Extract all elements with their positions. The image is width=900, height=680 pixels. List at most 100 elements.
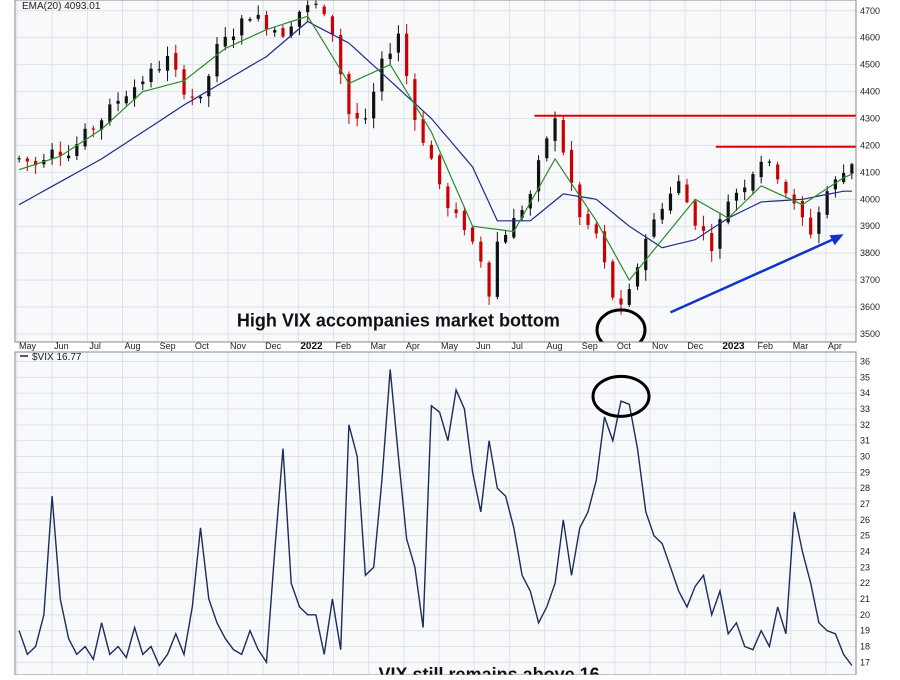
price-candle: [421, 119, 425, 143]
price-candle: [792, 194, 796, 204]
vix-y-tick: 36: [860, 357, 870, 367]
price-candle: [726, 201, 730, 223]
price-candle: [644, 238, 648, 271]
price-candle: [248, 19, 252, 21]
price-candle: [594, 224, 598, 234]
price-candle: [545, 138, 549, 159]
price-candle: [446, 186, 450, 209]
price-candle: [512, 218, 516, 238]
price-y-tick: 4200: [860, 140, 880, 150]
price-candle: [314, 3, 318, 5]
price-candle: [281, 28, 285, 37]
price-candle: [833, 179, 837, 190]
price-candle: [495, 241, 499, 297]
vix-y-tick: 28: [860, 483, 870, 493]
price-candle: [405, 33, 409, 77]
x-tick-label: 2023: [722, 341, 745, 352]
price-candle: [83, 128, 87, 147]
price-candle: [776, 164, 780, 180]
price-candle: [602, 231, 607, 263]
price-candle: [330, 16, 335, 35]
price-candle: [553, 118, 557, 141]
vix-y-tick: 31: [860, 436, 870, 446]
price-candle: [536, 160, 541, 192]
price-candle: [710, 233, 714, 252]
price-candle: [471, 227, 475, 242]
price-candle: [850, 164, 854, 174]
price-candle: [561, 119, 565, 153]
x-tick-label: Nov: [652, 341, 669, 351]
price-plot-area: [15, 0, 856, 342]
price-candle: [569, 149, 574, 184]
price-candle: [223, 36, 227, 47]
price-candle: [116, 100, 120, 104]
price-candle: [66, 155, 71, 159]
vix-y-tick: 24: [860, 547, 870, 557]
price-candle: [520, 210, 524, 218]
x-tick-label: Feb: [336, 341, 352, 351]
vix-line: [18, 369, 853, 667]
price-candle: [289, 26, 293, 36]
price-candle: [454, 209, 458, 214]
price-candle: [165, 56, 170, 71]
price-candle: [413, 79, 417, 121]
price-candle: [784, 181, 788, 194]
x-tick-label: Apr: [406, 341, 420, 351]
price-y-tick: 4300: [860, 113, 880, 123]
x-tick-label: Aug: [125, 341, 141, 351]
vix-y-tick: 19: [860, 626, 870, 636]
price-candle: [627, 289, 631, 305]
price-candle: [586, 213, 590, 225]
trend-arrow-head: [829, 234, 844, 246]
price-candle: [273, 30, 277, 33]
price-candle: [462, 210, 466, 231]
price-candle: [825, 191, 829, 215]
price-candle: [198, 96, 203, 99]
price-candle: [743, 187, 747, 193]
ema-slow-line: [18, 20, 852, 249]
price-candle: [701, 226, 706, 231]
price-candle: [108, 104, 112, 123]
vix-y-tick: 21: [860, 594, 870, 604]
x-tick-label: Sep: [582, 341, 598, 351]
price-candle: [207, 76, 211, 97]
x-tick-label: Jun: [54, 341, 69, 351]
price-candle: [751, 174, 755, 191]
price-candle: [182, 69, 186, 95]
x-tick-label: Oct: [195, 341, 210, 351]
price-candle: [619, 298, 623, 305]
price-candle: [363, 118, 368, 120]
price-candle: [347, 74, 351, 115]
price-candle: [75, 144, 79, 157]
vix-y-tick: 34: [860, 388, 870, 398]
vix-plot-area: [15, 352, 856, 675]
price-candle: [215, 43, 219, 77]
vix-y-tick: 26: [860, 515, 870, 525]
vix-panel: 17 18 19 20 21 22 23 24 25 26 27 28 29 30 31 32 33 34 35 36…: [14, 351, 870, 680]
price-panel: 3500 3600 3700 3800 3900 4000 4100 4200 4300 4400…: [14, 0, 881, 352]
price-candle: [718, 219, 722, 249]
price-candle: [668, 193, 673, 211]
price-candle: [190, 96, 194, 98]
price-candle: [635, 267, 640, 287]
vix-y-tick: 17: [860, 657, 870, 667]
price-y-tick: 3900: [860, 221, 880, 231]
vix-y-tick: 35: [860, 372, 870, 382]
price-candle: [693, 201, 697, 226]
price-candle: [149, 68, 153, 82]
x-tick-label: Dec: [265, 341, 282, 351]
price-candle: [611, 261, 615, 298]
price-candle: [503, 234, 508, 243]
price-y-tick: 4600: [860, 33, 880, 43]
price-candle: [487, 262, 491, 297]
x-tick-label: Jun: [476, 341, 491, 351]
price-candle: [157, 69, 161, 71]
vix-y-tick: 18: [860, 642, 870, 652]
price-candle: [306, 5, 310, 13]
price-y-tick: 3500: [860, 329, 880, 339]
price-candle: [578, 184, 582, 218]
price-candle: [322, 6, 326, 15]
price-candle: [372, 91, 376, 119]
price-candle: [660, 208, 664, 220]
